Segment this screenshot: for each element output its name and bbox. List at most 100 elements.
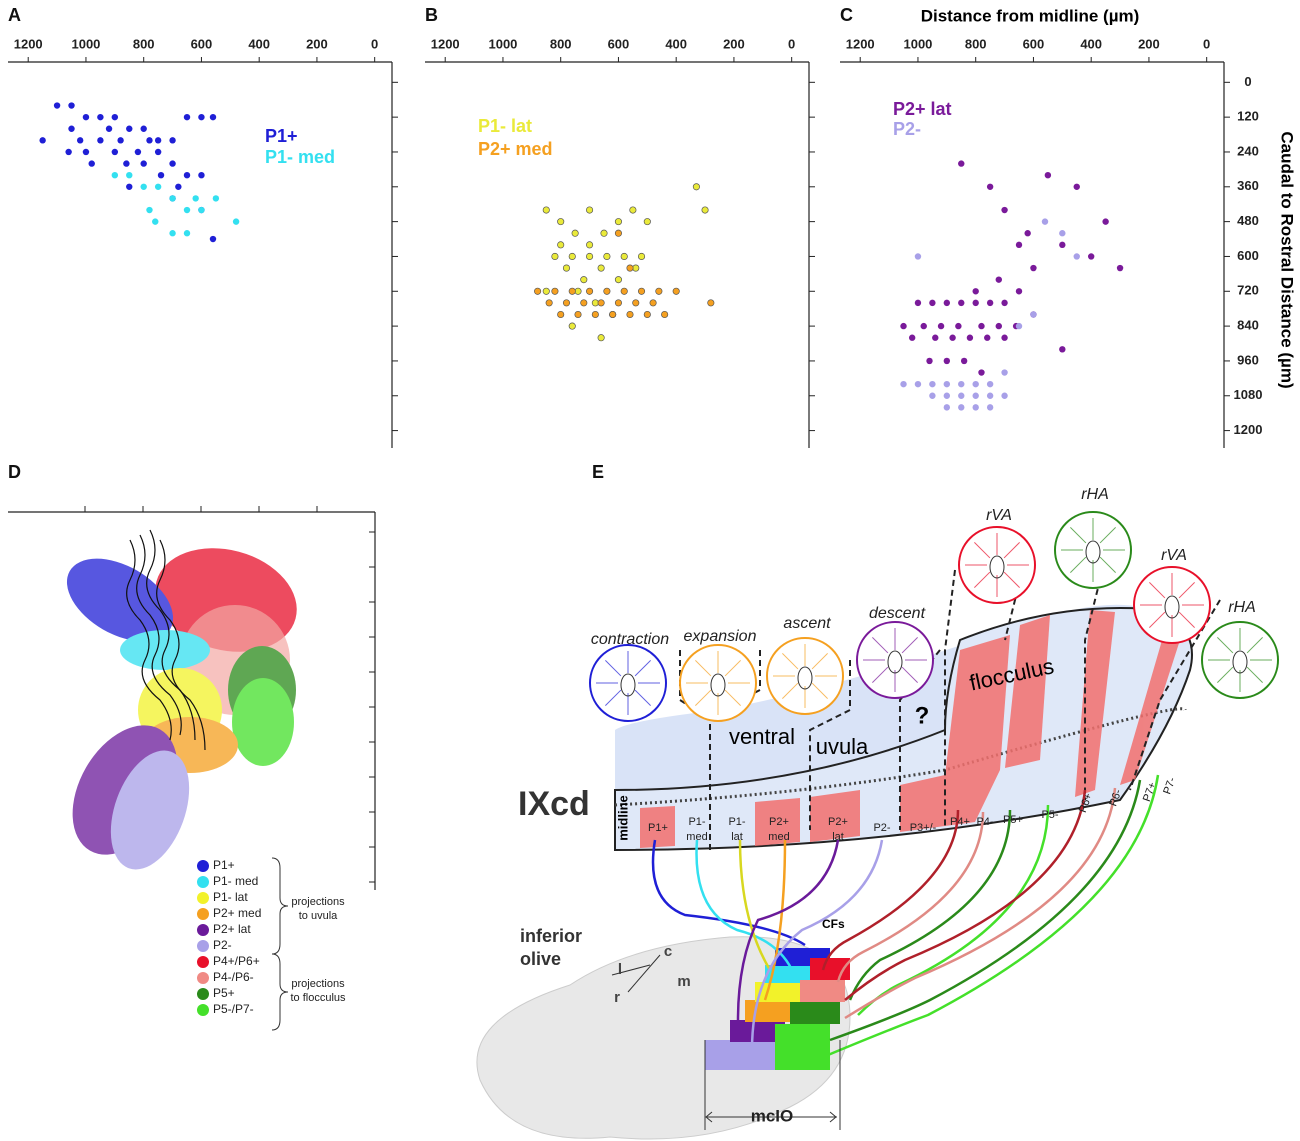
legend-label: P2+ med bbox=[213, 906, 261, 920]
point bbox=[169, 137, 176, 144]
point bbox=[932, 334, 939, 341]
y-tick-label: 480 bbox=[1237, 213, 1259, 228]
legend-label: P5-/P7- bbox=[213, 1002, 254, 1016]
x-tick-label: 400 bbox=[1080, 36, 1102, 51]
x-tick-label: 1200 bbox=[431, 36, 460, 51]
point bbox=[958, 380, 965, 388]
x-tick-label: 0 bbox=[1203, 36, 1210, 51]
panel-e-shapes bbox=[476, 559, 1221, 1140]
point bbox=[557, 218, 565, 226]
ventral-label: ventral bbox=[729, 724, 795, 749]
y-tick-label: 840 bbox=[1237, 318, 1259, 333]
direction-label: m bbox=[677, 973, 690, 990]
point bbox=[562, 264, 571, 272]
panel-d-zones bbox=[66, 548, 297, 870]
point bbox=[1116, 264, 1124, 272]
point bbox=[1041, 218, 1049, 225]
point bbox=[929, 299, 936, 307]
point bbox=[1001, 299, 1008, 307]
point bbox=[972, 288, 979, 295]
stimulus-label: contraction bbox=[591, 631, 669, 648]
stimulus-label: rVA bbox=[986, 507, 1012, 524]
point bbox=[65, 148, 72, 156]
flow-line bbox=[782, 653, 799, 670]
point bbox=[198, 171, 205, 179]
axis-title: Distance from midline (µm) bbox=[921, 6, 1140, 25]
point bbox=[986, 404, 994, 411]
point bbox=[97, 137, 104, 144]
x-tick-label: 400 bbox=[665, 36, 687, 51]
point bbox=[76, 137, 84, 144]
legend-swatch bbox=[197, 940, 209, 952]
point bbox=[900, 322, 907, 330]
point bbox=[943, 299, 951, 307]
point bbox=[1001, 392, 1008, 399]
point bbox=[629, 206, 637, 214]
y-tick-label: 960 bbox=[1237, 352, 1259, 367]
legend-label: P2- bbox=[213, 938, 232, 952]
point bbox=[68, 125, 75, 132]
rabbit-icon bbox=[1164, 595, 1180, 619]
point bbox=[169, 160, 176, 167]
direction-label: c bbox=[664, 943, 672, 960]
point bbox=[183, 206, 191, 214]
flow-line bbox=[872, 637, 889, 654]
point bbox=[614, 276, 622, 284]
flow-line bbox=[605, 689, 622, 706]
point bbox=[140, 125, 147, 132]
point bbox=[123, 160, 130, 167]
flow-line bbox=[1178, 611, 1195, 628]
point bbox=[562, 299, 571, 307]
x-tick-label: 1200 bbox=[14, 36, 43, 51]
flow-line bbox=[872, 666, 889, 683]
x-tick-label: 200 bbox=[306, 36, 328, 51]
legend-label: P2+ lat bbox=[893, 99, 952, 119]
point bbox=[972, 380, 979, 388]
point bbox=[1087, 253, 1095, 260]
point bbox=[929, 380, 936, 388]
point bbox=[1015, 288, 1023, 295]
legend-swatch bbox=[197, 908, 209, 920]
point bbox=[643, 218, 651, 226]
region-label: IXcd bbox=[518, 785, 590, 823]
point bbox=[972, 299, 979, 307]
point bbox=[620, 252, 628, 261]
zone-label: P1- bbox=[688, 816, 705, 828]
flow-line bbox=[974, 542, 991, 559]
zone-label: P2- bbox=[873, 822, 890, 834]
panel-label: D bbox=[8, 462, 21, 482]
cfs-label: CFs bbox=[822, 917, 845, 931]
point bbox=[603, 252, 611, 261]
panel-label: B bbox=[425, 5, 438, 25]
point bbox=[937, 322, 945, 330]
point bbox=[551, 287, 559, 295]
point bbox=[955, 322, 962, 330]
flow-line bbox=[695, 689, 712, 706]
point bbox=[140, 183, 147, 190]
point bbox=[586, 252, 594, 261]
point bbox=[1059, 346, 1066, 353]
olive-label: inferior bbox=[520, 926, 582, 946]
x-tick-label: 600 bbox=[191, 36, 213, 51]
point bbox=[154, 137, 162, 144]
point bbox=[614, 299, 622, 307]
flow-line bbox=[811, 682, 828, 699]
stimulus-label: ascent bbox=[783, 615, 831, 632]
x-tick-label: 600 bbox=[608, 36, 630, 51]
point bbox=[1001, 334, 1008, 341]
olive-label: olive bbox=[520, 949, 561, 969]
legend-label: P1- lat bbox=[213, 890, 248, 904]
legend-label: P1- med bbox=[213, 874, 258, 888]
zone-label: P2+ bbox=[828, 816, 848, 828]
rabbit-icon bbox=[620, 673, 636, 697]
point bbox=[82, 113, 90, 121]
x-tick-label: 1000 bbox=[488, 36, 517, 51]
point bbox=[154, 148, 162, 156]
point bbox=[574, 310, 582, 319]
point bbox=[152, 218, 159, 225]
point bbox=[972, 404, 979, 411]
point bbox=[600, 229, 608, 237]
zone-label: lat bbox=[731, 831, 743, 843]
mcio-label: mcIO bbox=[751, 1106, 794, 1125]
